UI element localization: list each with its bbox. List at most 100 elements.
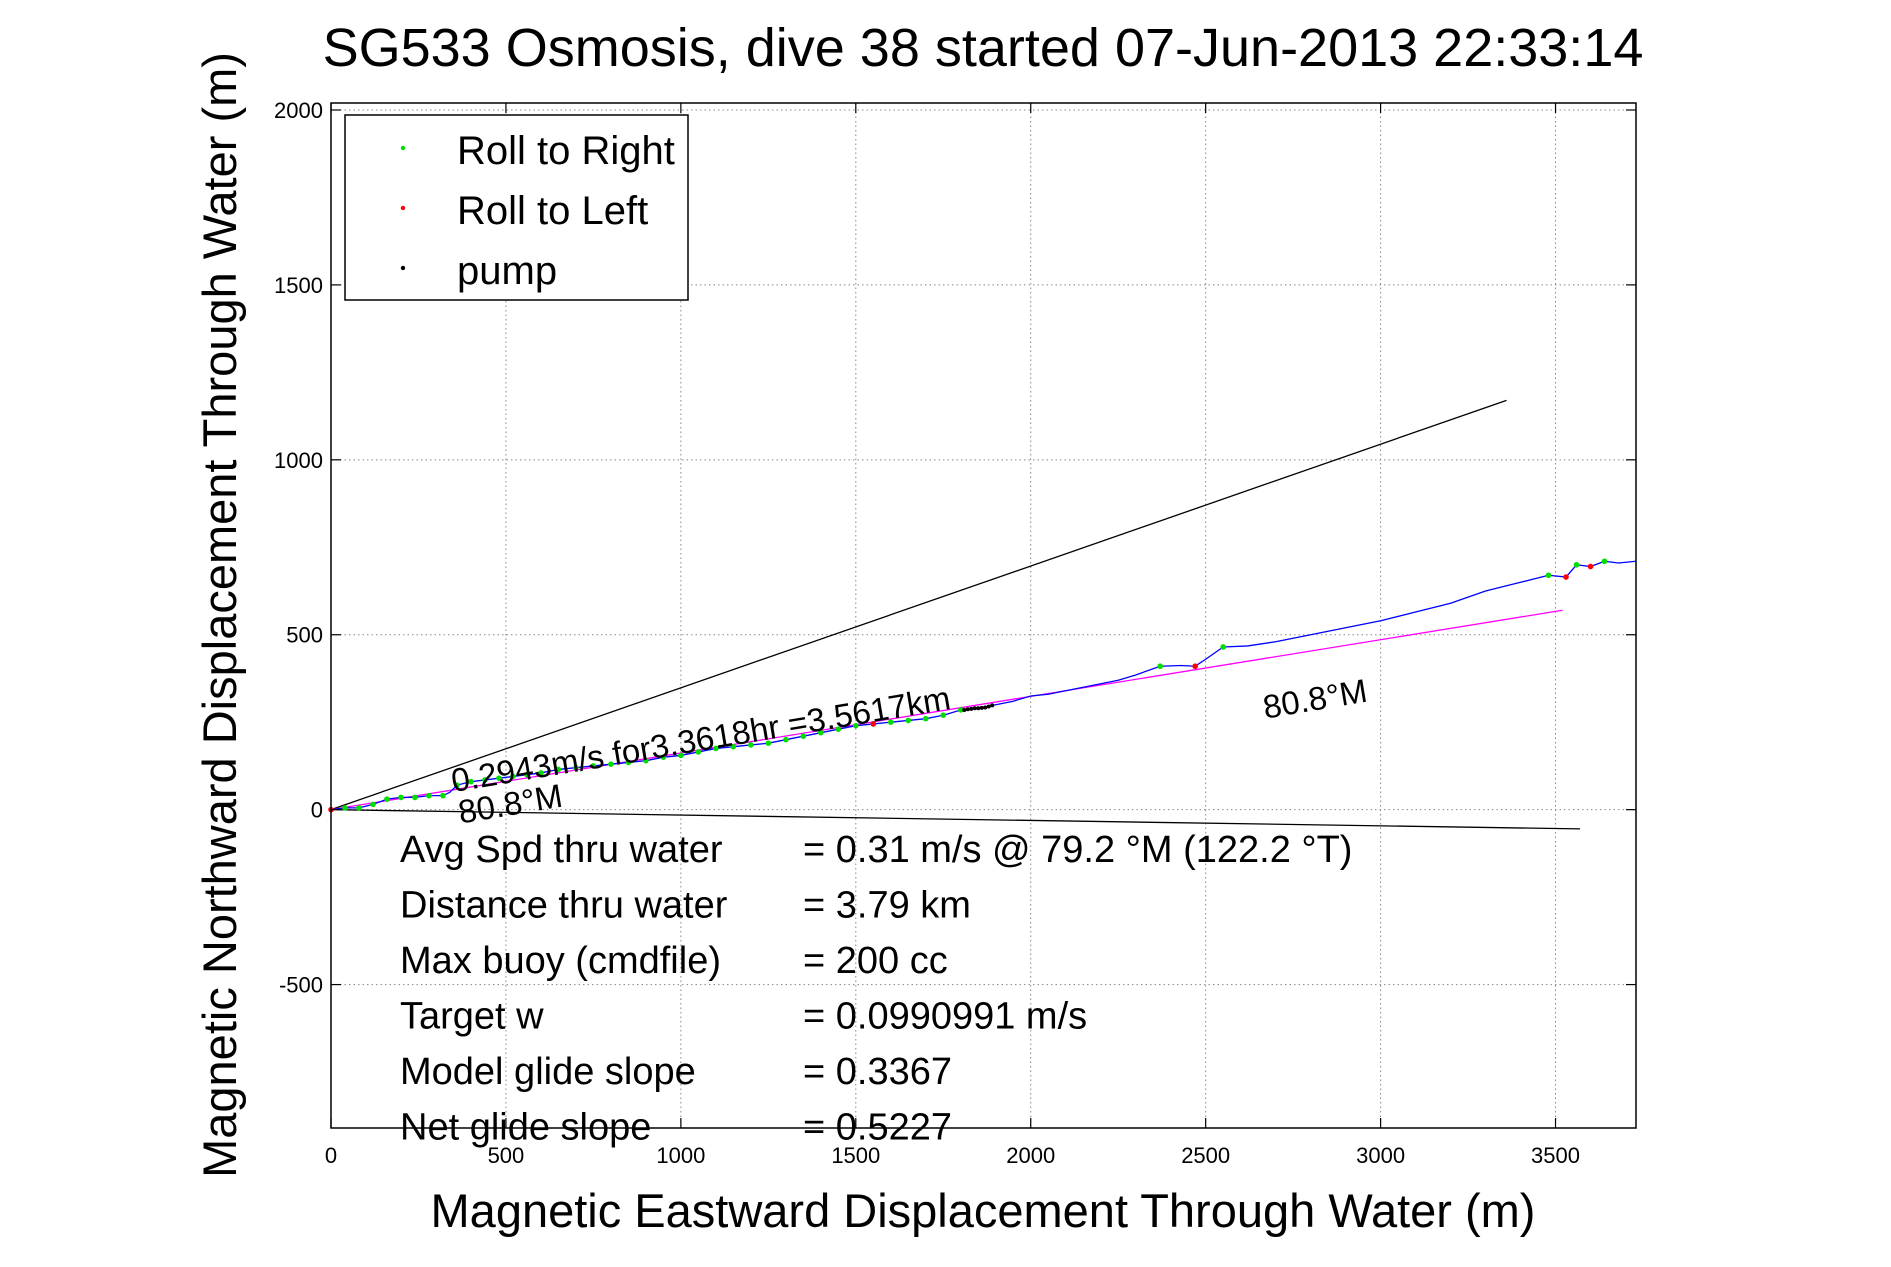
legend-items: Roll to Right Roll to Left pump — [400, 129, 675, 293]
roll-right-point — [482, 777, 488, 783]
pump-point — [969, 706, 974, 711]
stat-label: Distance thru water — [400, 885, 728, 927]
x-tick-label: 2000 — [1006, 1143, 1055, 1168]
x-tick-label: 1500 — [831, 1143, 880, 1168]
roll-right-point — [426, 792, 432, 799]
pump-point — [965, 707, 970, 712]
roll-right-point — [713, 745, 719, 752]
pump-point — [972, 706, 977, 711]
chart-title: SG533 Osmosis, dive 38 started 07-Jun-20… — [323, 18, 1644, 78]
reference-line-heading — [330, 609, 1563, 811]
roll-left-point — [1587, 563, 1594, 570]
stat-value: = 200 cc — [803, 940, 948, 982]
roll-right-point — [625, 759, 632, 766]
roll-right-point — [573, 764, 579, 771]
roll-right-point — [356, 805, 362, 811]
roll-right-point — [1545, 572, 1552, 579]
roll-right-point — [748, 742, 754, 748]
x-tick-label: 3500 — [1531, 1143, 1580, 1168]
y-tick-label: 2000 — [274, 98, 323, 123]
x-tick-label: 1000 — [656, 1143, 705, 1168]
roll-right-point — [370, 801, 376, 808]
roll-right-point — [496, 775, 502, 781]
roll-right-point — [1601, 558, 1608, 565]
roll-right-point — [524, 771, 530, 778]
pump-point — [986, 704, 991, 709]
roll-right-point — [454, 782, 460, 788]
series-layer — [328, 558, 1637, 813]
roll-right-point — [887, 719, 894, 725]
roll-right-points-group — [342, 558, 1608, 811]
pump-points-group — [962, 703, 995, 712]
y-tick-label: -500 — [279, 973, 323, 998]
roll-right-point — [1220, 644, 1226, 650]
roll-right-point — [783, 736, 789, 743]
roll-right-point — [643, 757, 649, 764]
roll-right-point — [695, 749, 702, 755]
x-tick-label: 0 — [325, 1143, 337, 1168]
legend-label: Roll to Right — [457, 129, 675, 173]
legend-label: Roll to Left — [457, 189, 648, 233]
stat-label: Target w — [400, 996, 544, 1038]
roll-left-point — [1192, 663, 1198, 670]
roll-right-point — [940, 712, 947, 719]
pump-point — [962, 707, 967, 712]
legend-marker — [400, 145, 406, 151]
roll-right-point — [468, 778, 474, 785]
y-tick-label: 500 — [286, 623, 323, 648]
roll-left-point — [1563, 574, 1569, 580]
legend-marker — [400, 205, 406, 211]
roll-right-point — [384, 796, 390, 802]
legend: Roll to Right Roll to Left pump — [344, 114, 689, 301]
stat-value: = 3.79 km — [803, 885, 971, 927]
y-tick-label: 1500 — [274, 273, 323, 298]
roll-right-point — [398, 794, 404, 801]
x-tick-label: 2500 — [1181, 1143, 1230, 1168]
roll-right-point — [608, 761, 614, 767]
roll-right-point — [1573, 561, 1580, 568]
roll-right-point — [1157, 663, 1163, 670]
y-axis-title: Magnetic Northward Displacement Through … — [193, 52, 246, 1178]
legend-marker — [400, 265, 406, 271]
pump-point — [979, 705, 984, 710]
stat-value: = 0.3367 — [803, 1051, 952, 1093]
stat-label: Max buoy (cmdfile) — [400, 940, 721, 982]
reference-line-upper — [330, 399, 1507, 811]
pump-point — [990, 703, 995, 708]
y-tick-label: 0 — [311, 798, 323, 823]
roll-left-point — [870, 721, 877, 727]
pump-point — [976, 706, 981, 711]
roll-right-point — [342, 805, 348, 811]
x-tick-label: 500 — [488, 1143, 525, 1168]
stat-label: Net glide slope — [400, 1107, 651, 1149]
reference-line-lower — [330, 809, 1581, 830]
ticks-layer: 0 500 1000 1500 2000 2500 3000 3500 -500 0 500 1000… — [274, 98, 1636, 1168]
roll-right-point — [922, 715, 929, 722]
stat-value: = 0.31 m/s @ 79.2 °M (122.2 °T) — [803, 829, 1352, 871]
roll-right-point — [538, 770, 544, 776]
roll-right-point — [510, 773, 516, 780]
roll-right-point — [800, 733, 807, 739]
legend-label: pump — [457, 249, 557, 293]
roll-right-point — [678, 752, 684, 759]
stat-value: = 0.0990991 m/s — [803, 996, 1087, 1038]
pump-point — [983, 705, 988, 710]
stat-value: = 0.5227 — [803, 1107, 952, 1149]
roll-right-point — [957, 707, 964, 713]
stat-label: Avg Spd thru water — [400, 829, 723, 871]
roll-right-point — [660, 754, 667, 760]
roll-right-point — [818, 729, 824, 736]
roll-right-point — [852, 722, 859, 729]
x-axis-title: Magnetic Eastward Displacement Through W… — [431, 1184, 1536, 1237]
roll-right-point — [412, 794, 418, 801]
y-tick-label: 1000 — [274, 448, 323, 473]
stat-label: Model glide slope — [400, 1051, 696, 1093]
reference-lines-layer — [330, 399, 1581, 830]
stats-layer: Avg Spd thru water = 0.31 m/s @ 79.2 °M (… — [400, 829, 1352, 1149]
roll-right-point — [555, 766, 562, 773]
roll-right-point — [590, 763, 597, 769]
plot-frame — [330, 102, 1637, 1129]
roll-right-point — [440, 792, 446, 799]
